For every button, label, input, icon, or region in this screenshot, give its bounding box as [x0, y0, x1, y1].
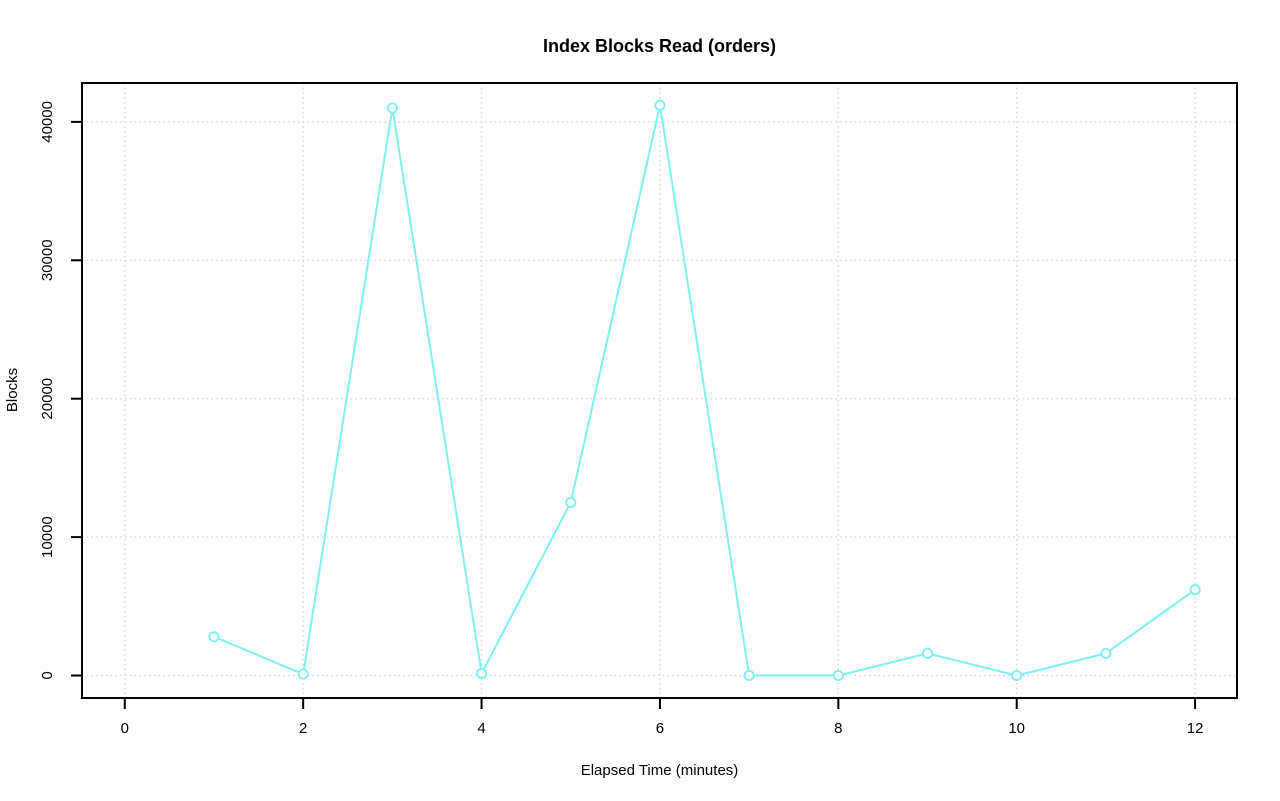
data-point [297, 668, 309, 680]
data-point [921, 647, 934, 659]
series-line [213, 104, 1197, 677]
x-tick-label: 2 [299, 720, 307, 737]
axes: 0 2 4 6 8 10 12 0 10000 20000 30000 40000 [39, 82, 1238, 737]
data-point [208, 631, 220, 643]
x-tick-label: 12 [1187, 720, 1204, 737]
x-tick-label: 4 [477, 720, 485, 737]
data-point [1011, 669, 1023, 682]
data-point [476, 667, 488, 679]
data-point [832, 669, 844, 682]
data-point [565, 496, 577, 509]
data-point [743, 669, 755, 682]
y-tick-label: 20000 [39, 378, 56, 420]
data-point [1189, 584, 1201, 596]
gridlines [82, 83, 1237, 698]
x-tick-label: 8 [834, 720, 842, 737]
y-axis-label: Blocks [4, 368, 21, 412]
plot-frame [81, 82, 1238, 699]
x-tick-label: 6 [656, 720, 664, 737]
data-series [208, 99, 1201, 682]
y-tick-label: 0 [39, 671, 56, 679]
y-tick-label: 40000 [39, 101, 56, 143]
data-point [654, 99, 666, 111]
chart-title: Index Blocks Read (orders) [543, 36, 776, 56]
x-tick-label: 10 [1008, 720, 1025, 737]
y-tick-label: 10000 [39, 516, 56, 558]
x-tick-label: 0 [121, 720, 129, 737]
x-axis-label: Elapsed Time (minutes) [581, 762, 739, 779]
data-point [1100, 647, 1112, 659]
y-tick-label: 30000 [39, 239, 56, 281]
data-point [386, 102, 398, 114]
